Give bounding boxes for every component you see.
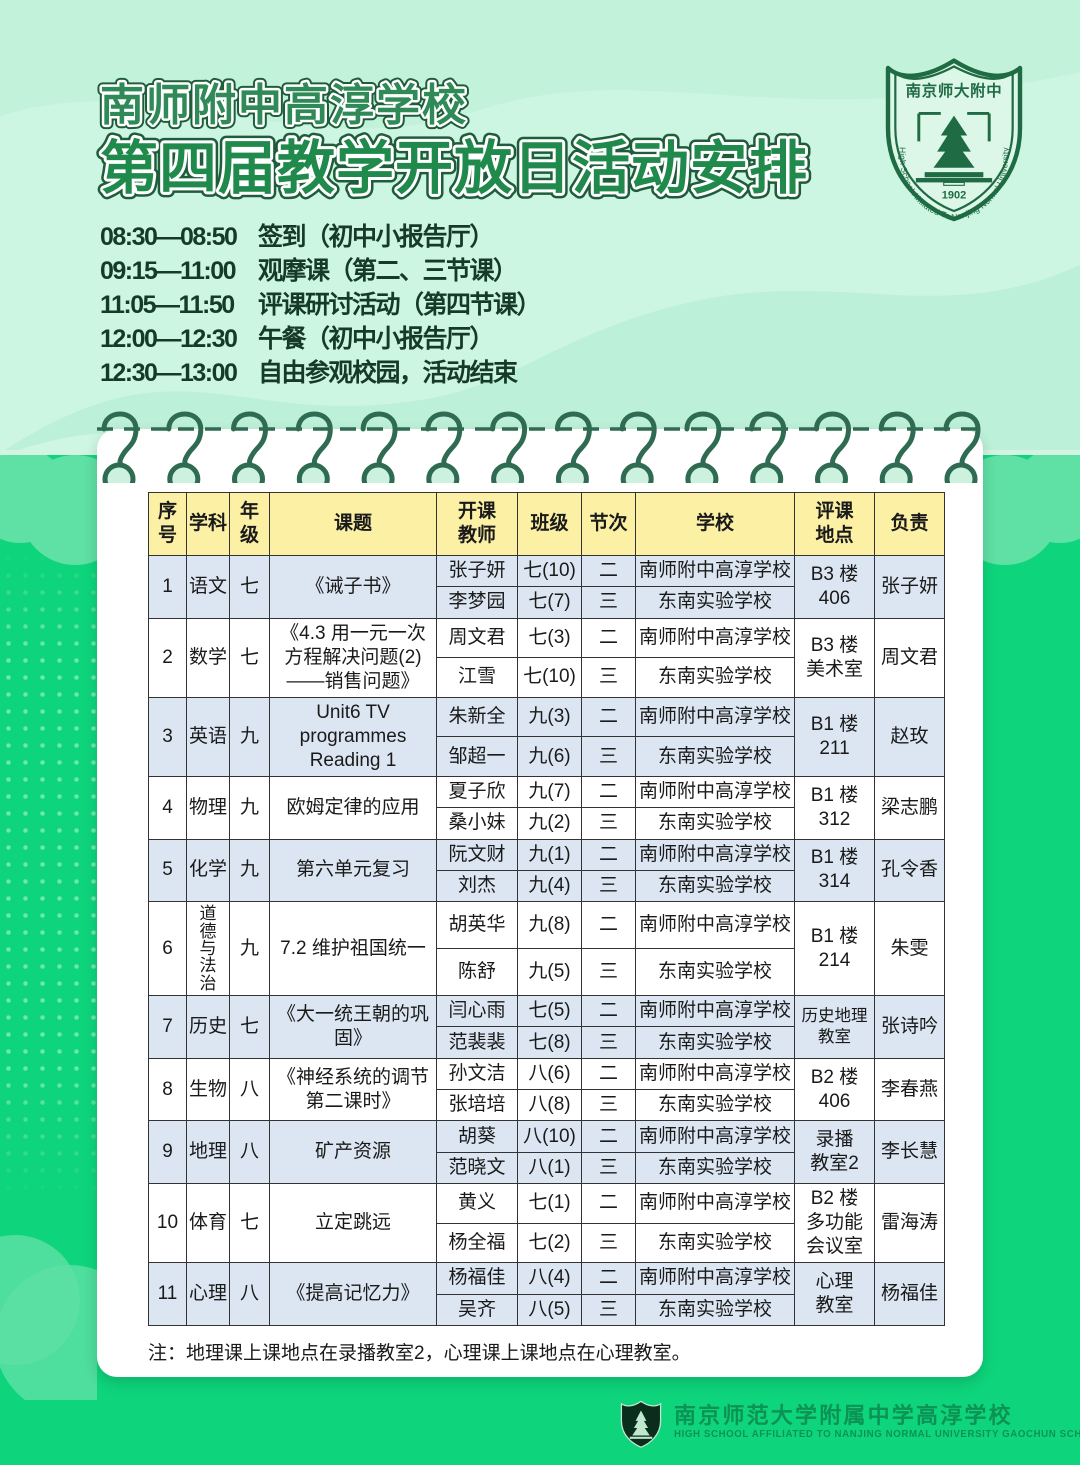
svg-text:第四届教学开放日活动安排: 第四届教学开放日活动安排 [100, 136, 808, 201]
svg-text:1902: 1902 [942, 190, 966, 202]
svg-text:南京师大附中: 南京师大附中 [906, 81, 1003, 100]
svg-text:南师附中高淳学校: 南师附中高淳学校 [100, 81, 468, 130]
